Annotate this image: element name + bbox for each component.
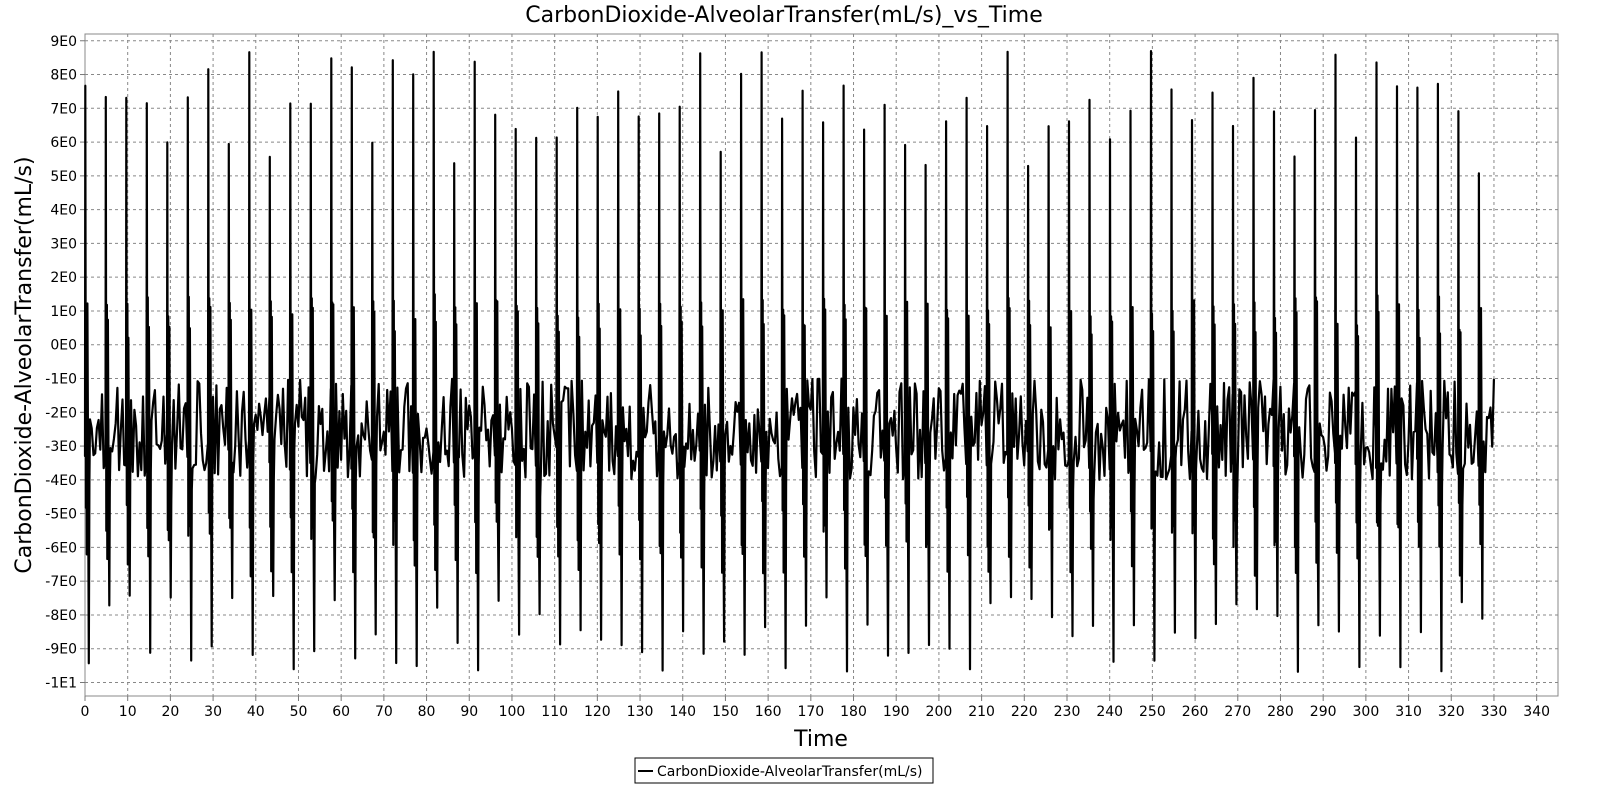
chart-title: CarbonDioxide-AlveolarTransfer(mL/s)_vs_… (525, 3, 1043, 28)
x-tick-label: 260 (1182, 704, 1209, 720)
x-tick-label: 340 (1523, 704, 1550, 720)
y-tick-label: -8E0 (45, 608, 77, 624)
x-tick-label: 60 (332, 704, 350, 720)
x-tick-label: 200 (926, 704, 953, 720)
x-tick-label: 20 (161, 704, 179, 720)
y-tick-label: 6E0 (50, 135, 77, 151)
x-tick-label: 150 (712, 704, 739, 720)
x-tick-label: 280 (1267, 704, 1294, 720)
x-tick-label: 230 (1054, 704, 1081, 720)
x-tick-label: 210 (968, 704, 995, 720)
y-tick-label: 4E0 (50, 203, 77, 219)
x-tick-label: 160 (755, 704, 782, 720)
y-tick-label: -6E0 (45, 540, 77, 556)
x-tick-label: 110 (541, 704, 568, 720)
x-tick-label: 90 (460, 704, 478, 720)
x-tick-label: 240 (1096, 704, 1123, 720)
y-tick-label: -1E1 (45, 675, 77, 691)
y-tick-label: 8E0 (50, 68, 77, 84)
x-tick-label: 220 (1011, 704, 1038, 720)
x-tick-label: 40 (247, 704, 265, 720)
y-tick-label: 1E0 (50, 304, 77, 320)
x-tick-label: 170 (797, 704, 824, 720)
x-tick-label: 180 (840, 704, 867, 720)
y-tick-label: 7E0 (50, 101, 77, 117)
x-tick-label: 50 (290, 704, 308, 720)
legend-label: CarbonDioxide-AlveolarTransfer(mL/s) (657, 764, 922, 780)
y-tick-label: -2E0 (45, 405, 77, 421)
y-axis-ticks: 9E0 8E0 7E0 6E0 5E0 4E0 3E0 2E0 1E0 0E0 -1E0 -2E0 -3… (45, 34, 85, 692)
x-tick-label: 290 (1310, 704, 1337, 720)
y-tick-label: 0E0 (50, 338, 77, 354)
x-tick-label: 190 (883, 704, 910, 720)
x-tick-label: 300 (1353, 704, 1380, 720)
y-tick-label: -4E0 (45, 473, 77, 489)
x-tick-label: 120 (584, 704, 611, 720)
x-tick-label: 70 (375, 704, 393, 720)
x-tick-label: 100 (499, 704, 526, 720)
legend: CarbonDioxide-AlveolarTransfer(mL/s) (635, 758, 933, 783)
x-tick-label: 250 (1139, 704, 1166, 720)
y-tick-label: -9E0 (45, 642, 77, 658)
y-tick-label: -7E0 (45, 574, 77, 590)
y-tick-label: 3E0 (50, 236, 77, 252)
x-tick-label: 310 (1395, 704, 1422, 720)
x-tick-label: 80 (418, 704, 436, 720)
x-axis-title: Time (793, 727, 848, 752)
x-tick-label: 30 (204, 704, 222, 720)
y-tick-label: 5E0 (50, 169, 77, 185)
x-tick-label: 130 (627, 704, 654, 720)
y-tick-label: -5E0 (45, 507, 77, 523)
x-tick-label: 270 (1224, 704, 1251, 720)
x-tick-label: 320 (1438, 704, 1465, 720)
x-tick-label: 140 (669, 704, 696, 720)
x-tick-label: 0 (81, 704, 90, 720)
x-axis-ticks: 0 10 20 30 40 50 60 70 80 90 100 110 120 130 140 150 160… (81, 696, 1550, 720)
y-tick-label: -1E0 (45, 372, 77, 388)
y-axis-title: CarbonDioxide-AlveolarTransfer(mL/s) (12, 156, 37, 573)
y-tick-label: 9E0 (50, 34, 77, 50)
y-tick-label: 2E0 (50, 270, 77, 286)
x-tick-label: 330 (1481, 704, 1508, 720)
x-tick-label: 10 (119, 704, 137, 720)
y-tick-label: -3E0 (45, 439, 77, 455)
